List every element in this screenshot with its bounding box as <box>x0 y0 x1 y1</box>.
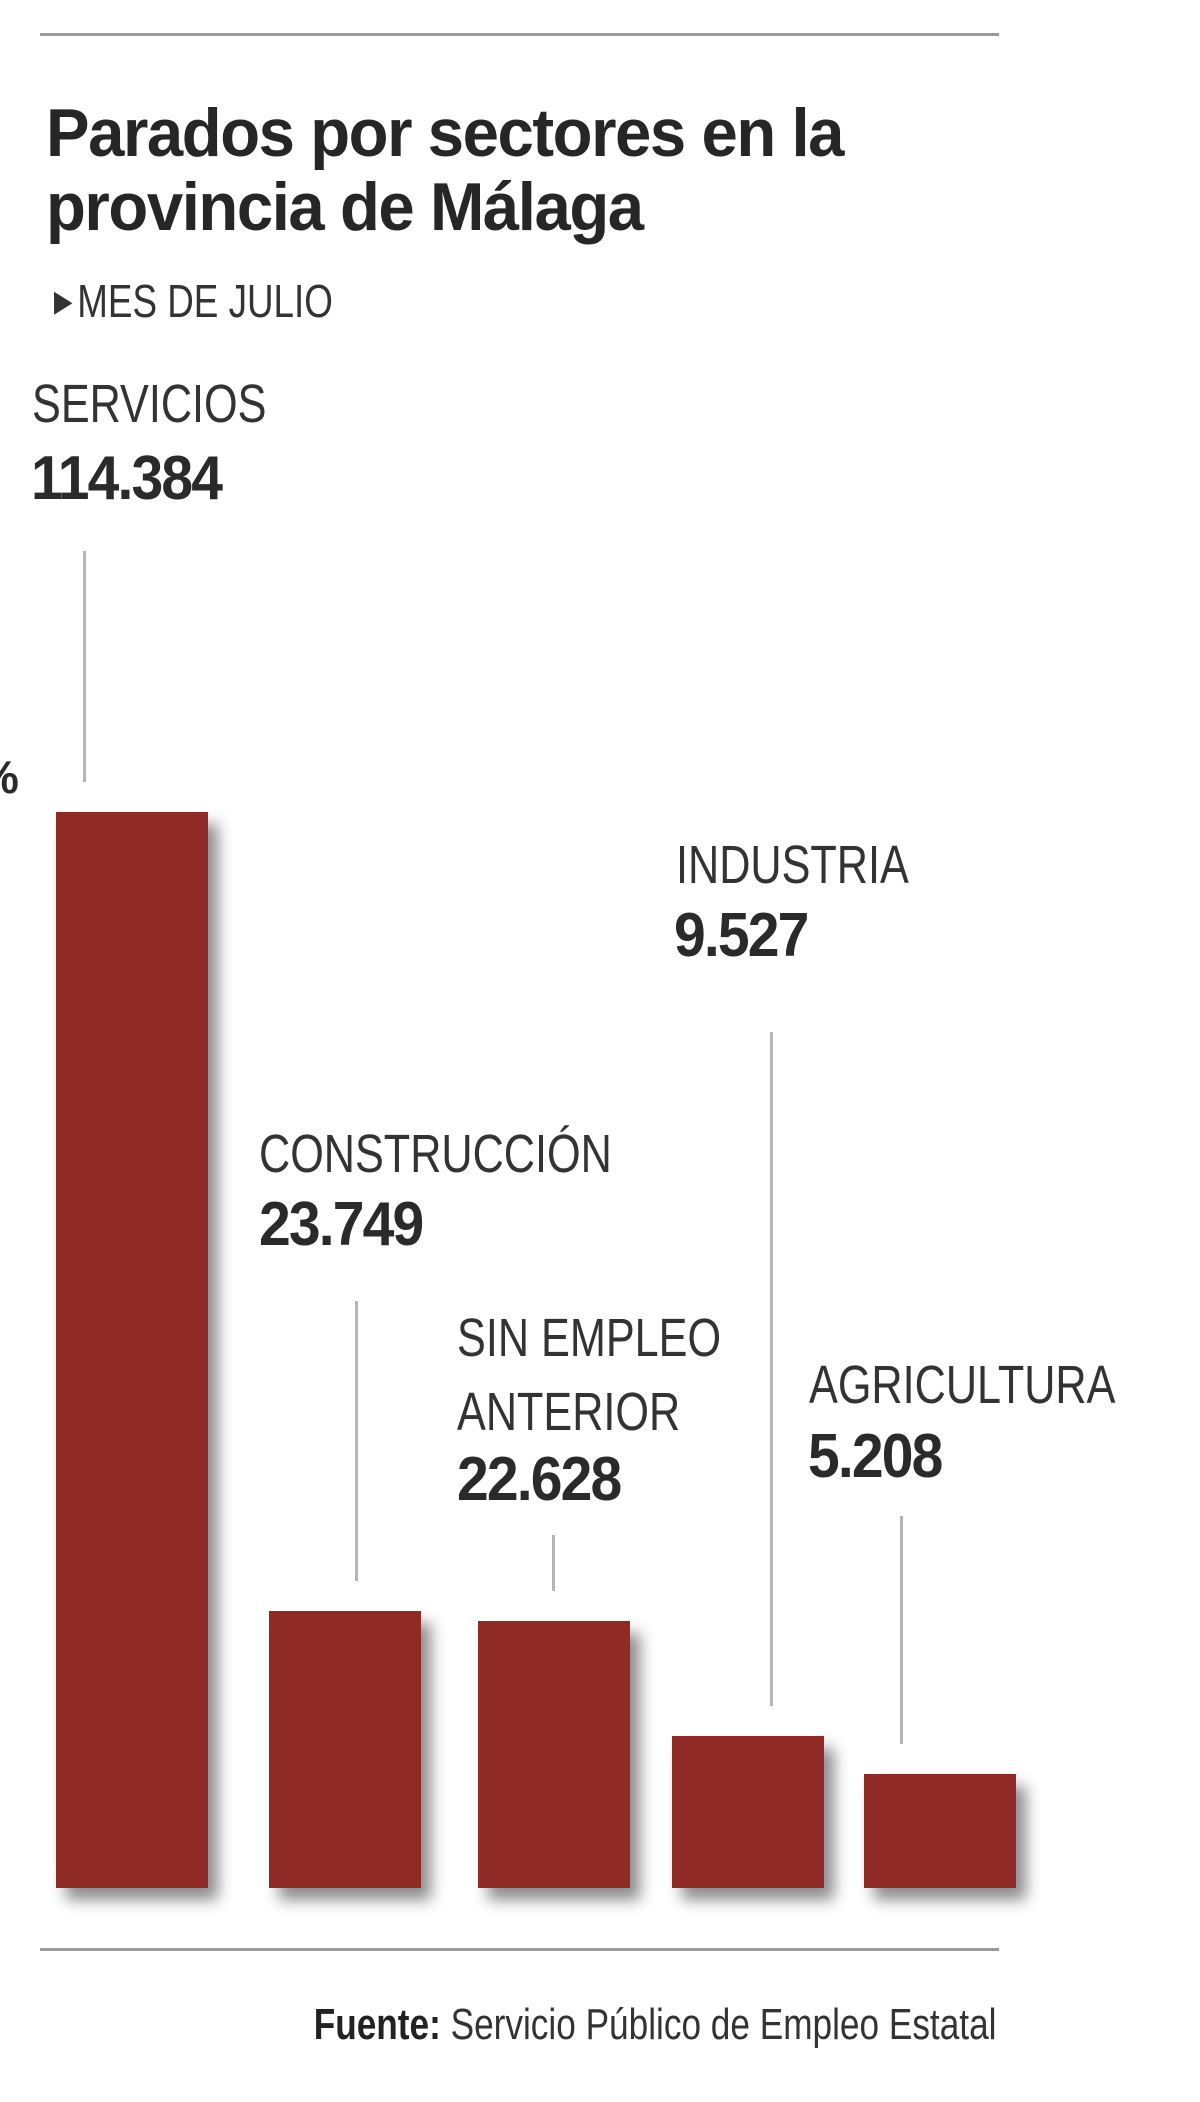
bar-agricultura <box>864 1774 1016 1888</box>
source-label: Fuente: <box>313 2000 441 2049</box>
chart-title-line-1: Parados por sectores en la <box>46 95 844 171</box>
category-label-construccion: CONSTRUCCIÓN <box>259 1124 612 1184</box>
cropped-percent-mark: % <box>0 750 19 804</box>
triangle-right-icon: ▶ <box>54 285 73 318</box>
leader-line-sin-empleo <box>552 1535 555 1591</box>
value-label-industria: 9.527 <box>674 901 809 970</box>
value-label-construccion: 23.749 <box>259 1190 424 1259</box>
category-label-sin-empleo-line1: SIN EMPLEO <box>457 1308 722 1368</box>
category-label-servicios: SERVICIOS <box>32 374 267 434</box>
source-text: Servicio Público de Empleo Estatal <box>450 2000 996 2049</box>
value-label-servicios: 114.384 <box>31 444 223 513</box>
bar-industria <box>672 1735 824 1888</box>
value-label-agricultura: 5.208 <box>808 1422 943 1491</box>
chart-title: Parados por sectores en la provincia de … <box>46 95 844 245</box>
value-label-sin-empleo: 22.628 <box>457 1445 622 1514</box>
bar-sin-empleo <box>478 1620 630 1888</box>
subtitle-text: MES DE JULIO <box>77 275 333 327</box>
category-label-agricultura: AGRICULTURA <box>809 1355 1116 1415</box>
bar-servicios <box>56 812 208 1888</box>
bottom-rule <box>40 1948 999 1951</box>
chart-title-line-2: provincia de Málaga <box>46 169 644 245</box>
leader-line-construccion <box>355 1301 358 1581</box>
bar-construccion <box>269 1610 421 1888</box>
category-label-industria: INDUSTRIA <box>676 835 909 895</box>
source-note: Fuente: Servicio Público de Empleo Estat… <box>313 2000 996 2050</box>
top-rule <box>40 33 999 36</box>
chart-subtitle: ▶ MES DE JULIO <box>54 274 333 328</box>
category-label-sin-empleo-line2: ANTERIOR <box>457 1382 681 1442</box>
leader-line-industria <box>770 1032 773 1706</box>
leader-line-agricultura <box>900 1516 903 1744</box>
leader-line-servicios <box>83 551 86 782</box>
